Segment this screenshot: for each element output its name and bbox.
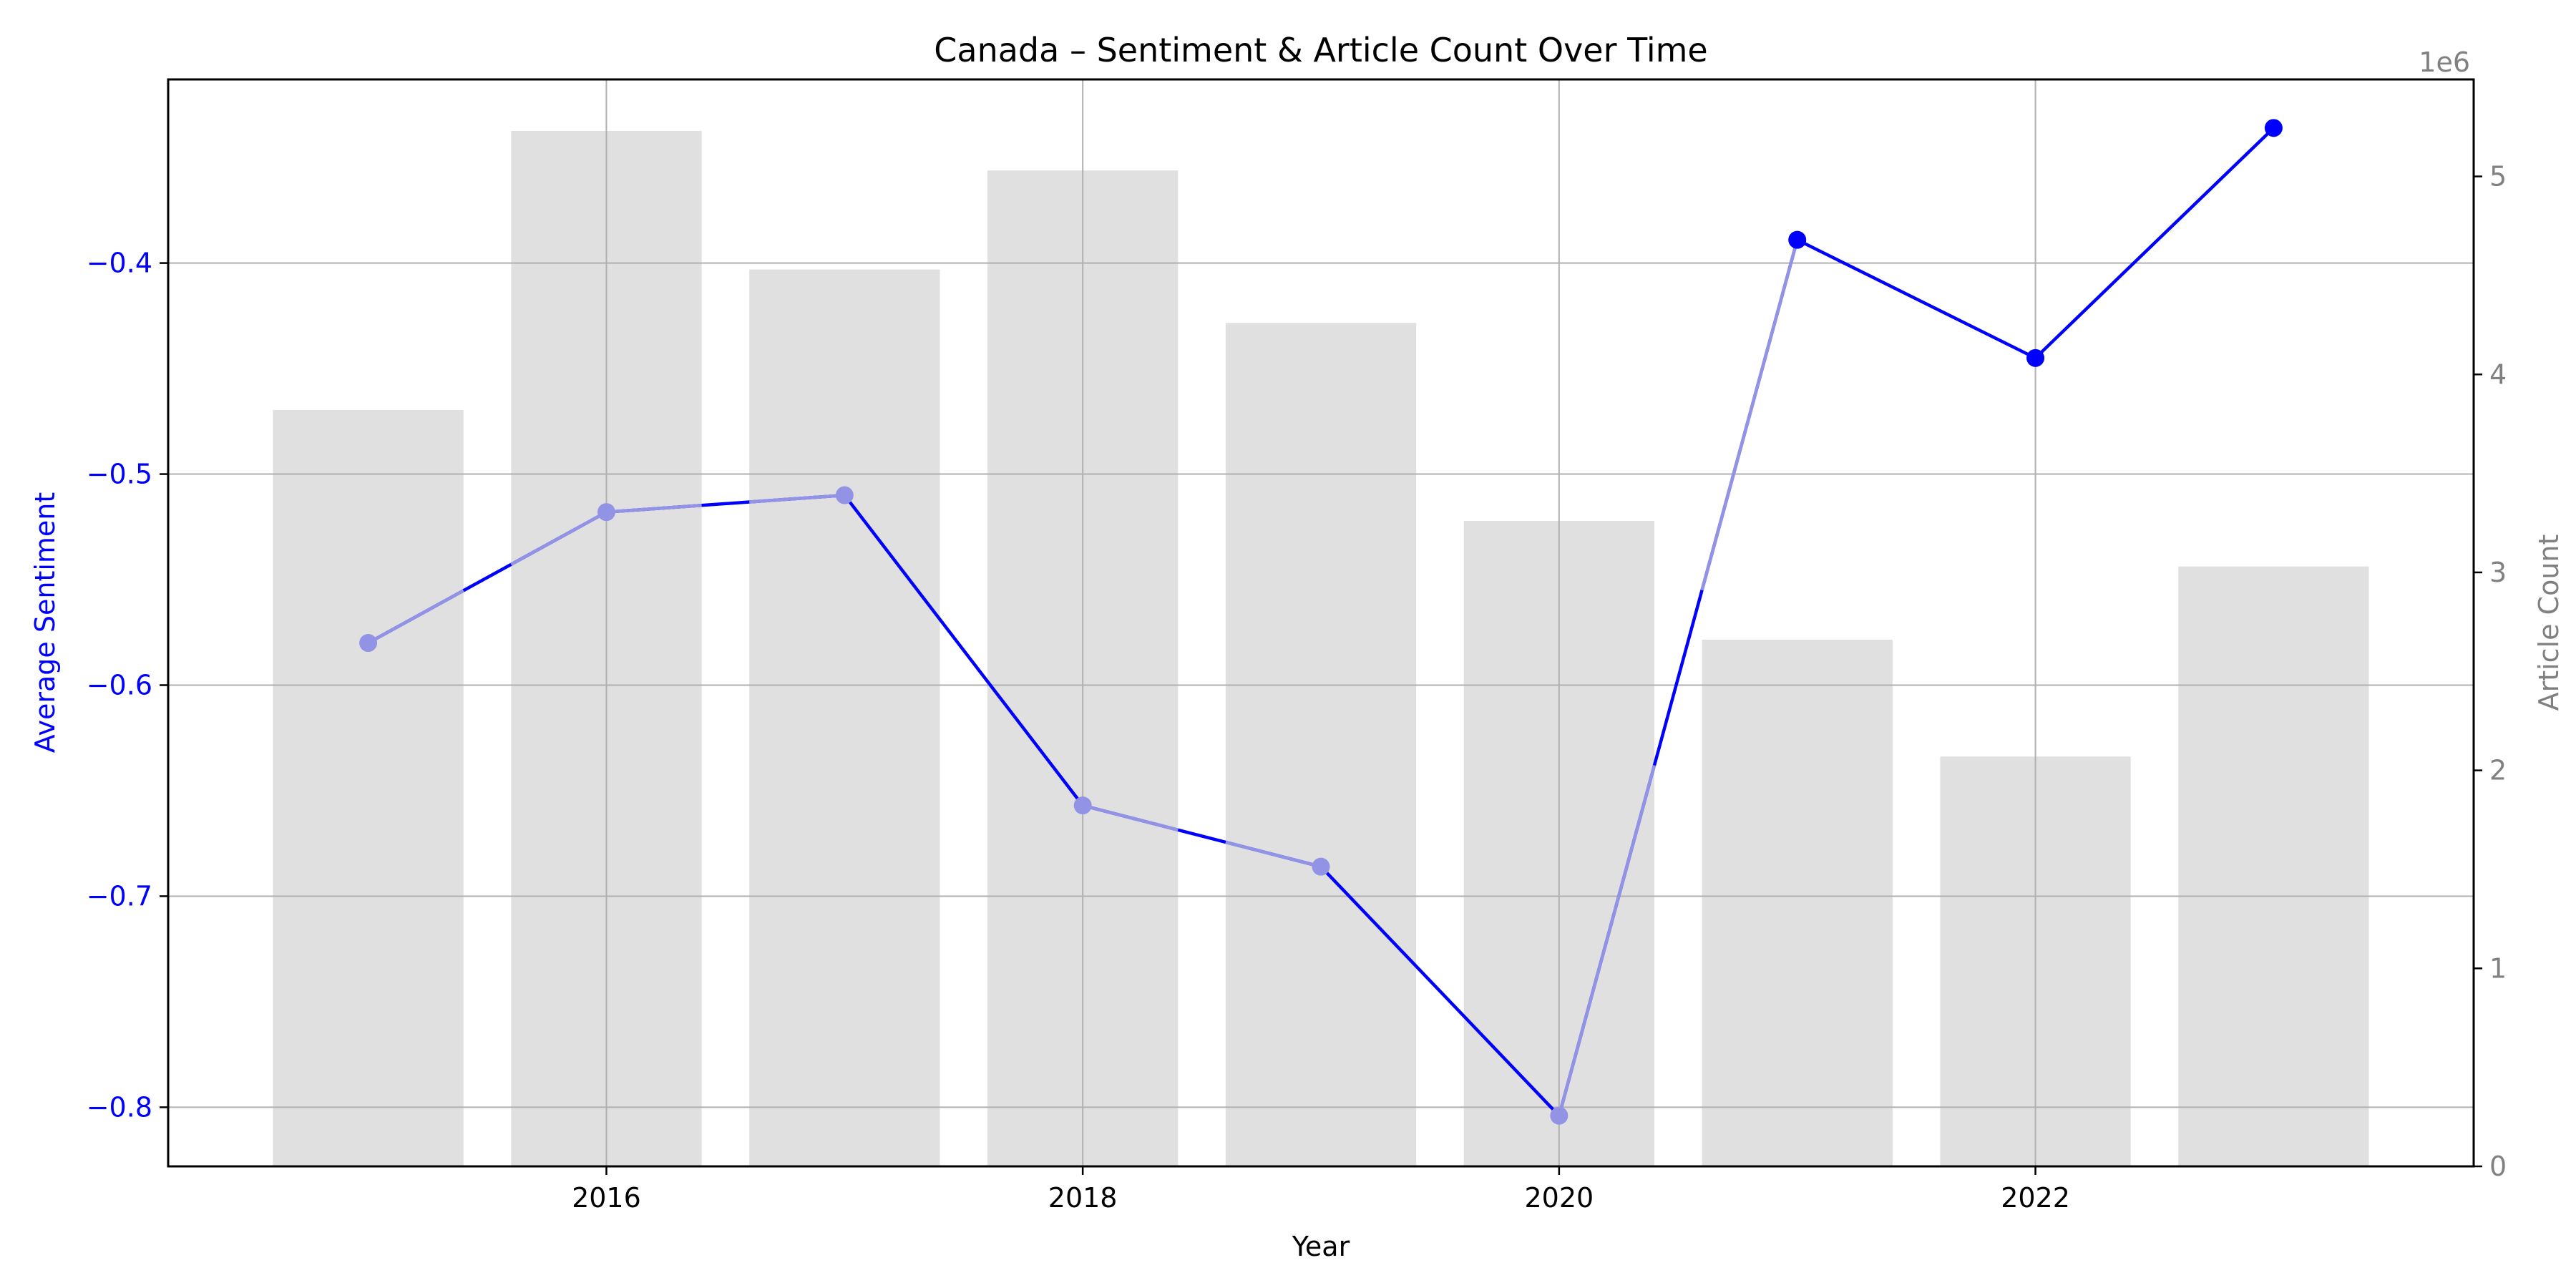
y-axis-label-left: Average Sentiment — [29, 492, 61, 753]
y-axis-left: −0.8 −0.7 −0.6 −0.5 −0.4 — [87, 248, 168, 1123]
sentiment-faded-seg-0 — [367, 589, 464, 645]
y-axis-label-right: Article Count — [2533, 535, 2565, 711]
grid-lines — [168, 79, 2474, 1166]
sentiment-point-2015 — [359, 634, 378, 653]
sentiment-point-2020 — [1550, 1106, 1568, 1125]
sentiment-faded-tail-3 — [1700, 239, 1799, 591]
bar-group — [273, 130, 2369, 1167]
y-left-tick-label-0: −0.8 — [87, 1091, 152, 1123]
sentiment-faded-tail-2 — [1225, 840, 1322, 869]
x-tick-label-2022: 2022 — [2001, 1182, 2070, 1214]
sentiment-faded-seg-3 — [1557, 765, 1657, 1116]
y-right-tick-label-0: 0 — [2489, 1151, 2507, 1182]
x-axis: 2016 2018 2020 2022 — [572, 1166, 2070, 1214]
x-tick-label-2018: 2018 — [1048, 1182, 1118, 1214]
sentiment-point-2023 — [2264, 119, 2283, 137]
x-axis-label: Year — [1292, 1231, 1350, 1262]
chart-title: Canada – Sentiment & Article Count Over … — [934, 31, 1707, 69]
bar-2017 — [749, 269, 940, 1167]
sentiment-point-2016 — [597, 503, 615, 522]
bar-2021 — [1702, 640, 1893, 1166]
y-left-tick-label-4: −0.4 — [87, 248, 152, 279]
y-axis-right-multiplier: 1e6 — [2419, 47, 2470, 78]
sentiment-faded-tail-0 — [510, 510, 608, 566]
sentiment-faded-seg-1 — [606, 503, 702, 514]
sentiment-point-2022 — [2026, 348, 2045, 367]
y-left-tick-label-2: −0.6 — [87, 670, 152, 701]
y-left-tick-label-3: −0.5 — [87, 459, 152, 490]
sentiment-faded-tail-1 — [748, 493, 845, 504]
plot-frame — [167, 78, 2475, 1168]
bar-2023 — [2178, 566, 2369, 1166]
x-tick-label-2016: 2016 — [572, 1182, 641, 1214]
sentiment-faded-seg-2 — [1082, 804, 1179, 832]
sentiment-point-2018 — [1073, 796, 1092, 815]
sentiment-point-2021 — [1788, 230, 1807, 249]
y-right-tick-label-5: 5 — [2489, 161, 2507, 192]
sentiment-point-2017 — [835, 486, 854, 504]
x-tick-label-2020: 2020 — [1524, 1182, 1594, 1214]
y-axis-right: 0 1 2 3 4 5 — [2474, 161, 2507, 1182]
bar-2015 — [273, 410, 464, 1167]
sentiment-point-2019 — [1312, 857, 1330, 876]
y-right-tick-label-3: 3 — [2489, 557, 2507, 588]
y-right-tick-label-1: 1 — [2489, 952, 2507, 984]
sentiment-line — [359, 119, 2283, 1125]
y-right-tick-label-4: 4 — [2489, 358, 2507, 390]
bar-2019 — [1225, 323, 1417, 1167]
y-right-tick-label-2: 2 — [2489, 755, 2507, 786]
y-left-tick-label-1: −0.7 — [87, 880, 152, 912]
